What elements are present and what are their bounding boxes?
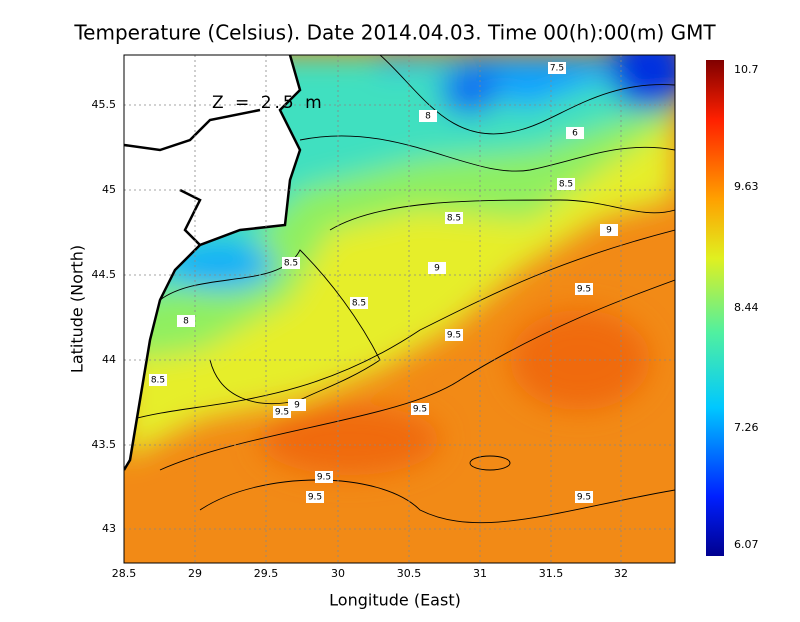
contour-label: 9 xyxy=(434,264,440,274)
x-tick-label: 29 xyxy=(188,567,202,580)
x-tick-label: 30 xyxy=(331,567,345,580)
contour-label: 9.5 xyxy=(275,408,289,418)
y-tick-label: 44 xyxy=(102,353,116,366)
contour-label: 8.5 xyxy=(447,214,461,224)
contour-label: 9.5 xyxy=(413,405,427,415)
contour-label: 9 xyxy=(606,226,612,236)
x-axis-label: Longitude (East) xyxy=(329,591,461,610)
contour-label: 8 xyxy=(425,112,431,122)
contour-label: 8.5 xyxy=(352,299,366,309)
y-tick-label: 43 xyxy=(102,522,116,535)
contour-label-bg xyxy=(177,315,195,327)
contour-label-bg xyxy=(575,491,593,503)
contour-label: 9.5 xyxy=(308,493,322,503)
contour-label: 8 xyxy=(183,317,189,327)
y-tick-label: 43.5 xyxy=(92,438,117,451)
contour-label-bg xyxy=(350,297,368,309)
contour-label: 8.5 xyxy=(559,180,573,190)
contour-label-bg xyxy=(315,471,333,483)
contour-label-bg xyxy=(428,262,446,274)
contour-label: 9.5 xyxy=(317,473,331,483)
contour-label: 9 xyxy=(294,401,300,411)
x-tick-label: 28.5 xyxy=(112,567,137,580)
colorbar-label: 10.7 xyxy=(734,63,759,76)
contour-label: 8.5 xyxy=(151,376,165,386)
contour-label-bg xyxy=(411,403,429,415)
contour-label: 7.5 xyxy=(550,64,564,74)
x-tick-label: 31 xyxy=(473,567,487,580)
colorbar-label: 8.44 xyxy=(734,301,759,314)
contour-label-bg xyxy=(548,62,566,74)
x-tick-label: 32 xyxy=(614,567,628,580)
contour-label-bg xyxy=(445,329,463,341)
contour-label: 9.5 xyxy=(447,331,461,341)
contour-label-bg xyxy=(288,399,306,411)
contour-label: 8.5 xyxy=(284,259,298,269)
contour-label: 9.5 xyxy=(577,285,591,295)
contour-label-bg xyxy=(575,283,593,295)
x-tick-label: 30.5 xyxy=(397,567,422,580)
colorbar xyxy=(706,60,724,556)
colorbar-label: 6.07 xyxy=(734,538,759,551)
plot-frame xyxy=(123,54,676,564)
y-tick-label: 45.5 xyxy=(92,98,117,111)
title: Temperature (Celsius). Date 2014.04.03. … xyxy=(73,21,716,45)
contour-label-bg xyxy=(566,127,584,139)
contour-label-bg xyxy=(419,110,437,122)
contour-label-bg xyxy=(273,406,291,418)
contour-label-bg xyxy=(445,212,463,224)
contour-label-bg xyxy=(557,178,575,190)
contour-label: 9.5 xyxy=(577,493,591,503)
colorbar-label: 7.26 xyxy=(734,421,759,434)
colorbar-label: 9.63 xyxy=(734,180,759,193)
contour-label-bg xyxy=(306,491,324,503)
y-tick-label: 44.5 xyxy=(92,268,117,281)
y-tick-label: 45 xyxy=(102,183,116,196)
y-axis-label: Latitude (North) xyxy=(68,245,87,373)
contour-label-bg xyxy=(600,224,618,236)
x-tick-label: 31.5 xyxy=(539,567,564,580)
temperature-field: 7.5 8 6 8.5 8.5 9 9 8.5 9.5 8.5 9.5 8 8.5 9 9.5 9.5 9.5 9… xyxy=(124,55,675,563)
depth-annotation: Z = 2.5 m xyxy=(212,93,325,113)
x-tick-label: 29.5 xyxy=(254,567,279,580)
contour-label-bg xyxy=(282,257,300,269)
contour-label-bg xyxy=(149,374,167,386)
contour-label: 6 xyxy=(572,129,578,139)
